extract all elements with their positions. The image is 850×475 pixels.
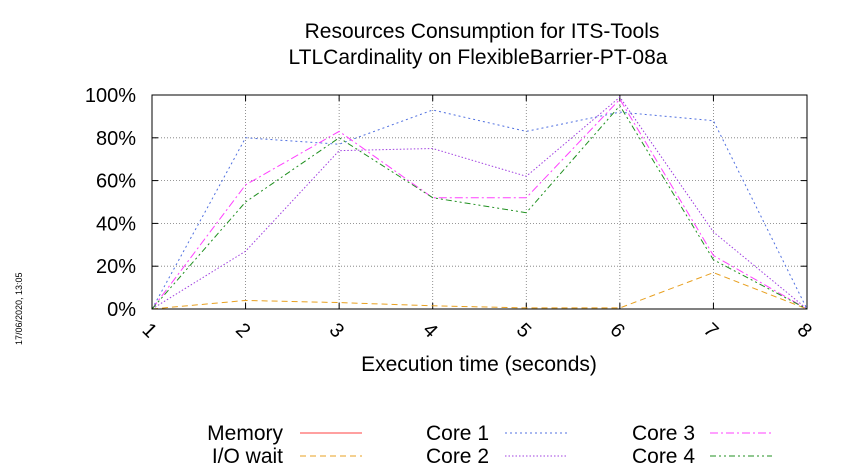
x-tick-label: 5	[512, 319, 535, 342]
y-tick-label: 60%	[96, 171, 136, 193]
series-line-core-2	[151, 96, 808, 310]
y-axis-ticks: 0% 20% 40% 60% 80% 100%	[85, 85, 807, 321]
legend-label: Core 3	[632, 422, 695, 445]
x-tick-label: 6	[605, 319, 628, 342]
chart-title-line-2: LTLCardinality on FlexibleBarrier-PT-08a	[289, 46, 668, 69]
y-tick-label: 100%	[85, 85, 136, 107]
series-line-core-3	[151, 98, 808, 310]
x-tick-label: 8	[793, 319, 816, 342]
timestamp: 17/06/2020, 13:05	[14, 272, 24, 345]
series-line-i-o-wait	[151, 272, 808, 310]
grid	[152, 95, 807, 309]
series-line-core-1	[151, 109, 808, 310]
x-axis-ticks: 1 2 3 4 5 6 7 8	[138, 95, 816, 342]
y-tick-label: 0%	[107, 299, 136, 321]
x-tick-label: 4	[418, 319, 441, 342]
chart-title-line-1: Resources Consumption for ITS-Tools	[305, 20, 660, 43]
x-tick-label: 2	[231, 319, 254, 342]
y-tick-label: 40%	[96, 213, 136, 235]
legend-label: Core 2	[426, 445, 489, 468]
series-line-core-4	[151, 104, 808, 310]
y-tick-label: 20%	[96, 256, 136, 278]
x-tick-label: 7	[699, 319, 722, 342]
x-tick-label: 3	[325, 319, 348, 342]
legend-label: Memory	[207, 422, 283, 445]
legend-label: I/O wait	[212, 445, 283, 468]
plot-frame	[151, 94, 808, 310]
y-tick-label: 80%	[96, 128, 136, 150]
series-lines	[151, 96, 808, 310]
x-tick-label: 1	[138, 319, 161, 342]
legend-label: Core 4	[632, 445, 695, 468]
legend-label: Core 1	[426, 422, 489, 445]
x-axis-label: Execution time (seconds)	[361, 353, 597, 376]
